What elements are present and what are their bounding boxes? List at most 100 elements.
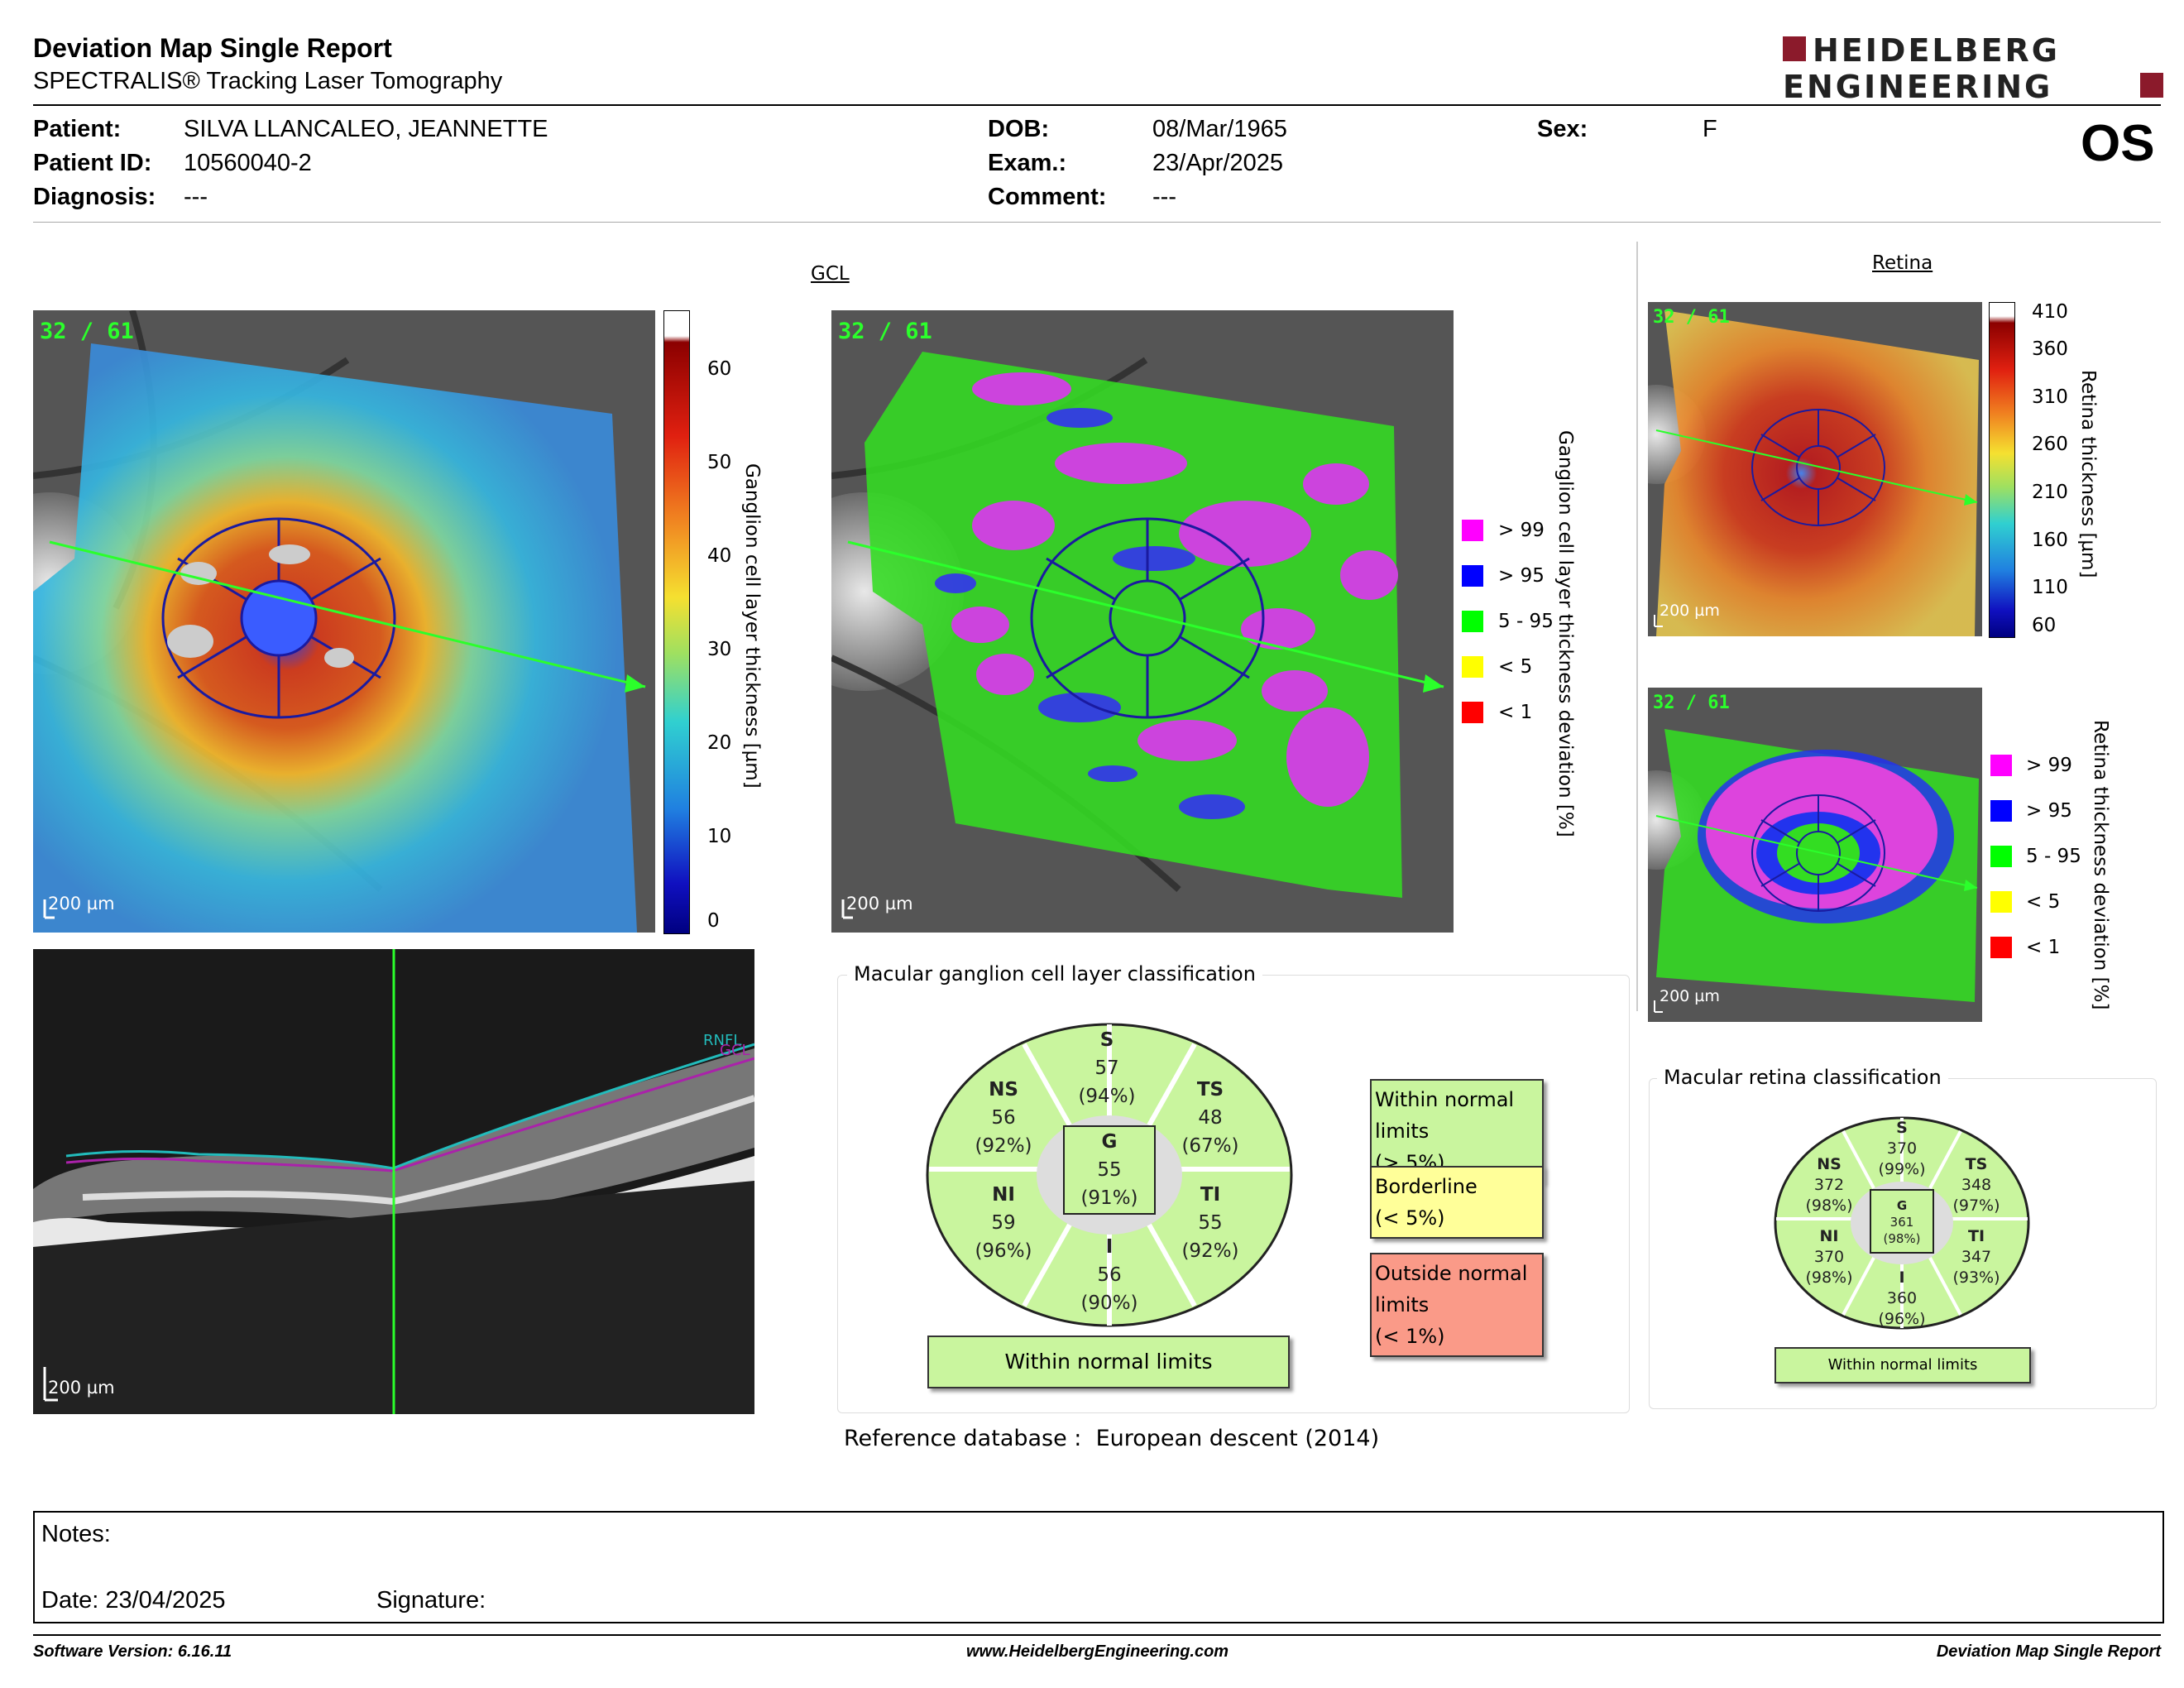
retina-legend-swatch-lt5 [1990,891,2012,913]
retina-sector-s: S 370 (99%) [1878,1119,1926,1178]
website-link[interactable]: www.HeidelbergEngineering.com [966,1642,1229,1661]
retina-thickness-map: 32 / 61 200 µm [1648,302,1982,636]
gcl-deviation-badge: 32 / 61 [838,319,932,344]
retina-image-badge: 32 / 61 [1653,307,1730,328]
retina-thickness-axis-label: Retina thickness [µm] [2077,370,2099,578]
gcl-deviation-scale: 200 µm [846,894,913,914]
heidelberg-logo: HEIDELBERG ENGINEERING [1783,32,2163,103]
gcl-tick: 40 [707,545,732,567]
section-divider [1636,242,1638,1011]
legend-label: < 1 [1498,702,1533,723]
retina-tick: 60 [2032,615,2057,636]
notes-box[interactable]: Notes: Date: 23/04/2025 Signature: [33,1511,2164,1623]
patient-id-label: Patient ID: [33,150,152,176]
retina-deviation-map: 32 / 61 200 µm [1648,688,1982,1022]
diagnosis-label: Diagnosis: [33,184,156,210]
gcl-overall-result: Within normal limits [927,1336,1290,1388]
dob-label: DOB: [988,116,1050,142]
dob-value: 08/Mar/1965 [1152,116,1287,142]
retina-sector-g: G 361 (98%) [1883,1198,1921,1246]
patient-label: Patient: [33,116,122,142]
footer-report-name: Deviation Map Single Report [1936,1642,2161,1661]
patient-id: 10560040-2 [184,150,312,176]
gcl-sector-ti: TI 55 (92%) [1181,1184,1239,1262]
sex-label: Sex: [1537,116,1588,142]
gcl-sector-s: S 57 (94%) [1078,1029,1136,1107]
gcl-scale-label: 200 µm [48,894,115,914]
svg-text:HEIDELBERG: HEIDELBERG [1813,32,2060,69]
gcl-image-badge: 32 / 61 [40,319,134,344]
retina-legend-label: < 5 [2026,891,2061,913]
comment-value: --- [1152,184,1176,210]
date-label: Date: 23/04/2025 [41,1587,226,1614]
retina-tick: 210 [2032,482,2068,503]
gcl-deviation-axis-label: Ganglion cell layer thickness deviation … [1554,430,1576,837]
oct-bscan: RNFL GCL 200 µm [33,949,754,1414]
retina-sector-ni: NI 370 (98%) [1805,1227,1853,1287]
retina-sector-i: I 360 (96%) [1878,1268,1926,1328]
retina-sector-ns: NS 372 (98%) [1805,1155,1853,1215]
rnfl-label: RNFL [703,1032,742,1049]
retina-sector-diagram [1774,1116,2030,1330]
gcl-thickness-colorbar [663,310,690,934]
svg-text:ENGINEERING: ENGINEERING [1783,69,2052,103]
legend-swatch-lt5 [1462,656,1483,678]
gcl-sector-ns: NS 56 (92%) [975,1079,1032,1157]
retina-classification-title: Macular retina classification [1657,1066,1948,1089]
gcl-tick: 10 [707,826,732,847]
gcl-tick: 20 [707,732,732,754]
retina-tick: 310 [2032,386,2068,408]
gcl-sector-g: G 55 (91%) [1080,1131,1138,1209]
header-divider [33,104,2161,106]
retina-tick: 110 [2032,577,2068,598]
retina-overall-result: Within normal limits [1774,1347,2031,1383]
retina-tick: 160 [2032,530,2068,551]
retina-tick: 410 [2032,301,2068,323]
footer-divider [33,1634,2161,1636]
legend-swatch-lt1 [1462,702,1483,723]
diagnosis-value: --- [184,184,208,210]
patient-name: SILVA LLANCALEO, JEANNETTE [184,116,548,142]
retina-legend-label: > 95 [2026,800,2072,822]
key-outside-normal: Outside normal limits (< 1%) [1370,1253,1544,1357]
gcl-tick: 0 [707,910,720,932]
retina-tick: 360 [2032,338,2068,360]
gcl-section-title: GCL [811,263,850,285]
oct-scale-label: 200 µm [48,1378,115,1398]
legend-label: 5 - 95 [1498,611,1554,632]
gcl-classification-title: Macular ganglion cell layer classificati… [847,962,1262,985]
gcl-sector-i: I 56 (90%) [1080,1236,1138,1314]
exam-value: 23/Apr/2025 [1152,150,1284,176]
retina-deviation-axis-label: Retina thickness deviation [%] [2090,720,2111,1010]
retina-legend-swatch-5-95 [1990,846,2012,867]
retina-scale-label: 200 µm [1660,602,1720,620]
legend-label: < 5 [1498,656,1533,678]
patient-divider [33,222,2161,223]
legend-swatch-gt95 [1462,565,1483,587]
comment-label: Comment: [988,184,1107,210]
gcl-layer-label: GCL [720,1042,750,1059]
report-title: Deviation Map Single Report [33,33,392,63]
retina-thickness-colorbar [1989,302,2015,638]
retina-legend-swatch-gt95 [1990,800,2012,822]
gcl-thickness-map: 32 / 61 200 µm [33,310,655,933]
retina-deviation-scale: 200 µm [1660,987,1720,1005]
retina-sector-ts: TS 348 (97%) [1952,1155,2000,1215]
gcl-sector-ni: NI 59 (96%) [975,1184,1032,1262]
report-subtitle: SPECTRALIS® Tracking Laser Tomography [33,68,503,94]
retina-legend-swatch-lt1 [1990,937,2012,958]
retina-section-title: Retina [1872,252,1933,274]
legend-label: > 99 [1498,520,1545,541]
gcl-deviation-map: 32 / 61 200 µm [831,310,1454,933]
software-version: Software Version: 6.16.11 [33,1642,232,1661]
retina-legend-label: > 99 [2026,755,2072,776]
gcl-tick: 60 [707,358,732,380]
retina-sector-ti: TI 347 (93%) [1952,1227,2000,1287]
retina-tick: 260 [2032,434,2068,455]
sex-value: F [1703,116,1717,142]
legend-label: > 95 [1498,565,1545,587]
retina-legend-label: 5 - 95 [2026,846,2081,867]
notes-label: Notes: [41,1521,111,1547]
reference-database: Reference database : European descent (2… [844,1426,1380,1451]
gcl-tick: 50 [707,452,732,473]
